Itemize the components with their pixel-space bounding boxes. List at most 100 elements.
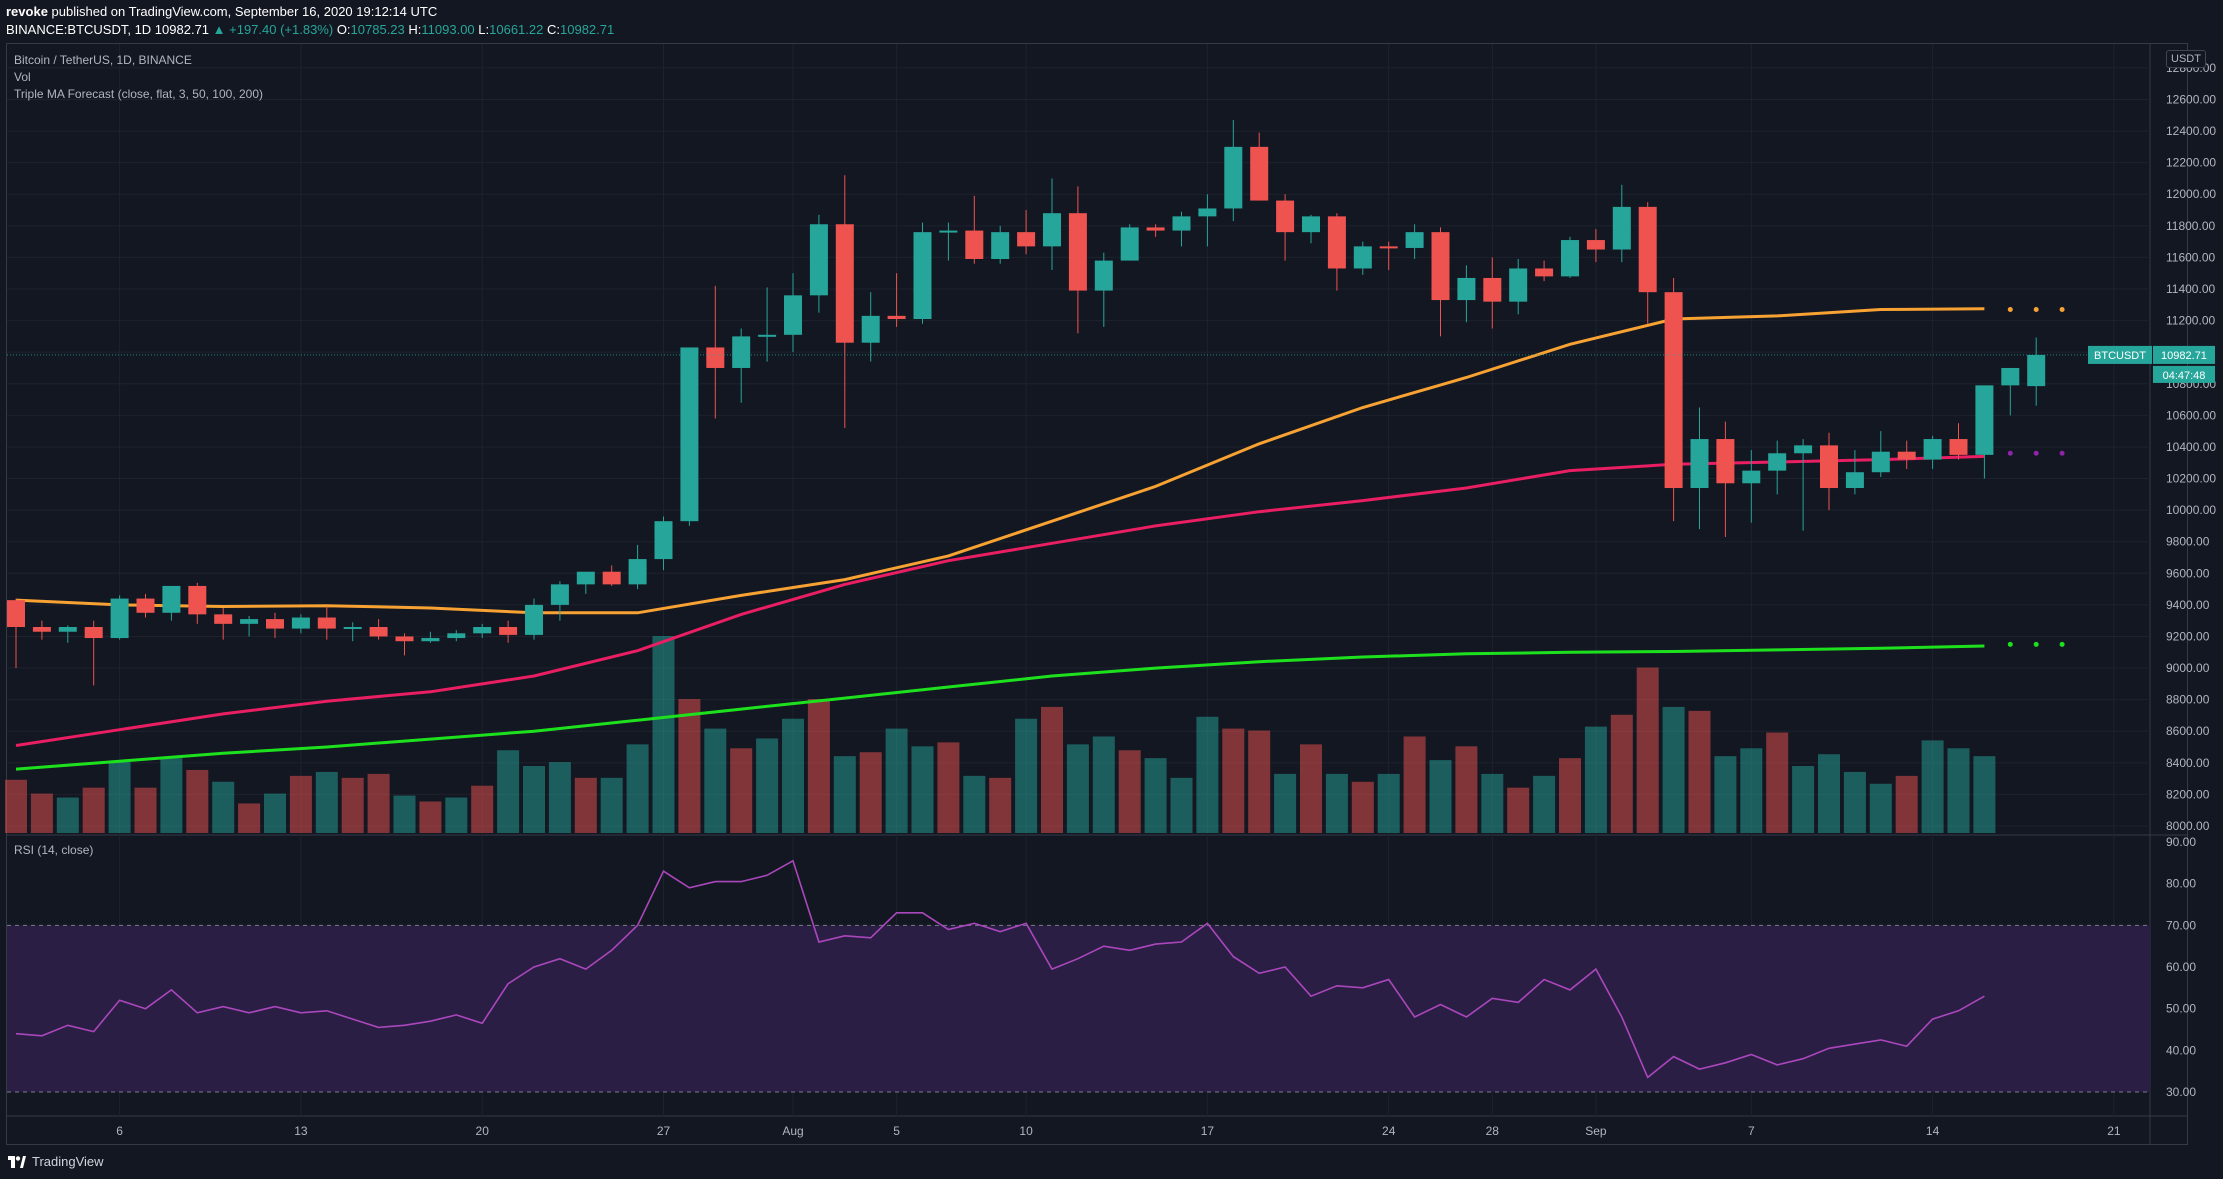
- price-tick-label: 8800.00: [2166, 693, 2210, 707]
- volume-bar: [1636, 667, 1659, 833]
- candle-down: [1586, 240, 1605, 250]
- currency-button[interactable]: USDT: [2166, 50, 2206, 68]
- candle-up: [1120, 227, 1139, 261]
- rsi-tick-label: 30.00: [2166, 1085, 2196, 1099]
- candle-up: [1198, 208, 1217, 217]
- price-tick-label: 9200.00: [2166, 629, 2210, 643]
- candle-down: [1276, 200, 1295, 233]
- candle-up: [1794, 445, 1813, 454]
- price-tick-label: 12400.00: [2166, 124, 2216, 138]
- time-tick-label: 5: [893, 1124, 900, 1138]
- time-tick-label: 28: [1486, 1124, 1500, 1138]
- volume-bar: [30, 793, 53, 833]
- forecast-dot: [2007, 450, 2013, 456]
- ma200-line: [15, 644, 1985, 771]
- volume-bar: [756, 738, 779, 833]
- ma100-line: [15, 454, 1985, 747]
- tradingview-logo[interactable]: TradingView: [8, 1154, 104, 1169]
- volume-bar: [1584, 726, 1607, 833]
- ma-legend[interactable]: Triple MA Forecast (close, flat, 3, 50, …: [14, 87, 263, 101]
- volume-bar: [212, 781, 235, 833]
- volume-bar: [264, 793, 286, 833]
- candle-down: [317, 617, 336, 629]
- publish-text: published on TradingView.com, September …: [47, 4, 438, 19]
- open-value: 10785.23: [350, 22, 405, 37]
- volume-bar: [989, 777, 1012, 833]
- candle-down: [1146, 227, 1165, 231]
- candle-up: [240, 619, 259, 624]
- candle-up: [2027, 354, 2046, 387]
- volume-bar: [1144, 758, 1167, 833]
- candle-up: [1975, 385, 1994, 455]
- candle-up: [1457, 277, 1476, 301]
- ohlc-summary: BINANCE:BTCUSDT, 1D 10982.71 ▲ +197.40 (…: [6, 22, 614, 37]
- publish-info: revoke published on TradingView.com, Sep…: [6, 4, 437, 19]
- candle-down: [84, 626, 103, 639]
- candle-up: [784, 295, 802, 335]
- volume-bar: [160, 758, 183, 833]
- volume-bar: [782, 718, 804, 833]
- volume-legend[interactable]: Vol: [14, 70, 31, 84]
- price-tick-label: 12000.00: [2166, 187, 2216, 201]
- volume-bar: [1766, 732, 1789, 833]
- time-tick-label: 21: [2107, 1124, 2121, 1138]
- volume-bar: [1222, 728, 1245, 833]
- time-tick-label: 13: [294, 1124, 308, 1138]
- forecast-dot: [2059, 307, 2065, 313]
- price-tick-label: 11400.00: [2166, 282, 2215, 296]
- candle-up: [110, 598, 129, 639]
- volume-bar: [807, 699, 830, 833]
- forecast-dot: [2059, 450, 2065, 456]
- price-tick-label: 10400.00: [2166, 440, 2216, 454]
- candle-down: [1535, 268, 1554, 277]
- rsi-band: [7, 925, 2150, 1092]
- candle-down: [1017, 232, 1036, 247]
- volume-bar: [1533, 775, 1556, 833]
- time-tick-label: Sep: [1585, 1124, 1607, 1138]
- candle-up: [1302, 216, 1320, 233]
- low-label: L:: [474, 22, 490, 37]
- volume-bar: [885, 728, 908, 833]
- footer: TradingView: [0, 1146, 2223, 1179]
- volume-bar: [108, 762, 131, 833]
- volume-bar: [419, 801, 442, 833]
- price-tick-label: 11800.00: [2166, 219, 2215, 233]
- author-name[interactable]: revoke: [6, 4, 48, 19]
- time-tick-label: Aug: [782, 1124, 803, 1138]
- forecast-dot: [2059, 641, 2065, 647]
- candle-down: [602, 571, 621, 585]
- volume-bar: [963, 775, 986, 833]
- candle-down: [136, 598, 155, 613]
- volume-bar: [186, 769, 209, 833]
- volume-bar: [1351, 781, 1374, 833]
- candle-up: [525, 604, 543, 635]
- time-tick-label: 17: [1201, 1124, 1215, 1138]
- candle-down: [214, 614, 233, 624]
- price-tick-label: 9400.00: [2166, 598, 2210, 612]
- volume-bar: [704, 728, 727, 833]
- volume-bar: [1015, 718, 1038, 833]
- rsi-legend[interactable]: RSI (14, close): [14, 843, 94, 857]
- candle-up: [1353, 246, 1372, 269]
- time-tick-label: 6: [116, 1124, 123, 1138]
- candle-up: [1923, 439, 1942, 460]
- price-pane: [7, 44, 2150, 834]
- price-tick-label: 9800.00: [2166, 535, 2210, 549]
- brand-label: TradingView: [32, 1154, 104, 1169]
- volume-bar: [134, 787, 157, 833]
- volume-bar: [548, 762, 571, 833]
- volume-bar: [1170, 777, 1193, 833]
- rsi-tick-label: 50.00: [2166, 1002, 2196, 1016]
- volume-bar: [1947, 748, 1970, 833]
- time-tick-label: 14: [1926, 1124, 1940, 1138]
- symbol-legend[interactable]: Bitcoin / TetherUS, 1D, BINANCE: [14, 53, 192, 67]
- candle-down: [266, 619, 284, 629]
- candle-up: [1742, 470, 1761, 484]
- forecast-dot: [2033, 641, 2039, 647]
- candle-up: [576, 571, 595, 585]
- candle-down: [835, 224, 854, 343]
- volume-bar: [1895, 775, 1918, 833]
- close-value: 10982.71: [560, 22, 615, 37]
- price-tick-label: 9000.00: [2166, 661, 2210, 675]
